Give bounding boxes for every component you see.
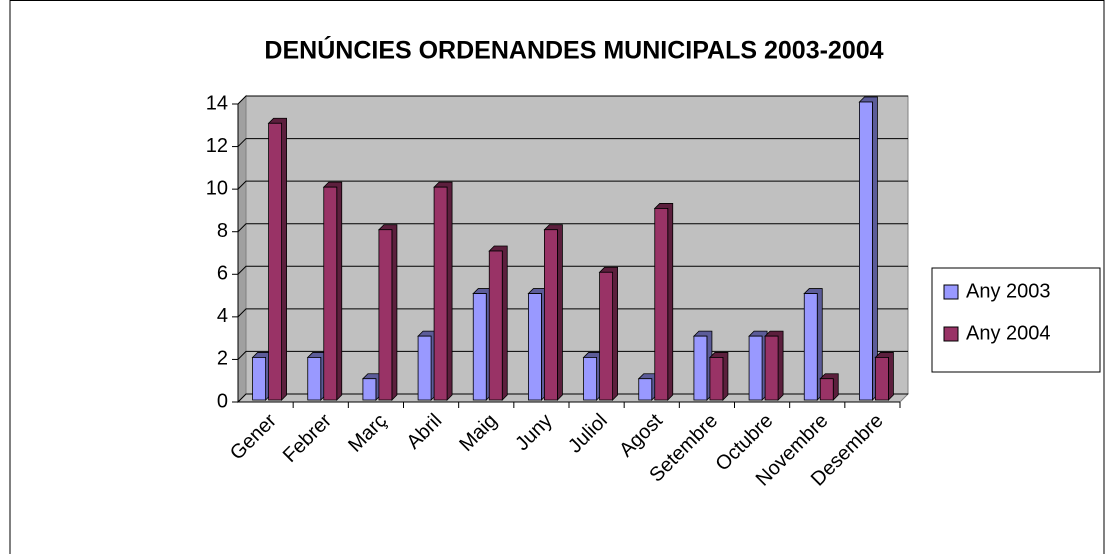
- grid-line: [237, 223, 908, 233]
- bar: [819, 378, 834, 401]
- bar: [417, 335, 432, 401]
- y-tick-label: 14: [206, 92, 228, 114]
- chart-title: DENÚNCIES ORDENANDES MUNICIPALS 2003-200…: [264, 35, 883, 65]
- grid-line: [237, 265, 908, 275]
- legend-swatch: [943, 284, 959, 300]
- bar: [378, 229, 393, 401]
- bar: [803, 293, 818, 401]
- grid-line: [237, 308, 908, 318]
- bar: [528, 293, 542, 401]
- bar: [654, 208, 669, 401]
- y-tick-label: 4: [217, 305, 228, 327]
- y-tick-label: 12: [206, 135, 228, 157]
- legend-box: [931, 267, 1101, 373]
- bar: [693, 335, 708, 401]
- bar: [859, 101, 873, 401]
- y-tick-label: 6: [217, 263, 228, 285]
- bar: [764, 335, 779, 401]
- bar: [252, 357, 266, 401]
- bar: [472, 293, 487, 401]
- y-tick-label: 0: [217, 390, 228, 412]
- y-tick-label: 10: [206, 177, 228, 199]
- bar: [875, 357, 889, 401]
- bar: [599, 271, 613, 401]
- grid-line: [237, 180, 908, 190]
- bar: [433, 186, 448, 401]
- bar: [638, 378, 653, 401]
- y-tick-label: 8: [217, 220, 228, 242]
- bar: [748, 335, 763, 401]
- bar: [544, 229, 558, 401]
- bar: [488, 250, 503, 401]
- bar: [268, 122, 282, 401]
- bar: [362, 378, 377, 401]
- legend-label: Any 2003: [966, 280, 1051, 302]
- y-tick-label: 2: [217, 348, 228, 370]
- bar: [323, 186, 338, 401]
- grid-line: [237, 350, 908, 360]
- grid-line: [237, 95, 908, 105]
- bar: [307, 357, 322, 401]
- bar: [709, 357, 724, 401]
- legend-swatch: [943, 326, 959, 342]
- grid-line: [237, 138, 908, 147]
- legend-label: Any 2004: [966, 322, 1051, 344]
- bar: [583, 357, 597, 401]
- grid-line: [237, 393, 908, 403]
